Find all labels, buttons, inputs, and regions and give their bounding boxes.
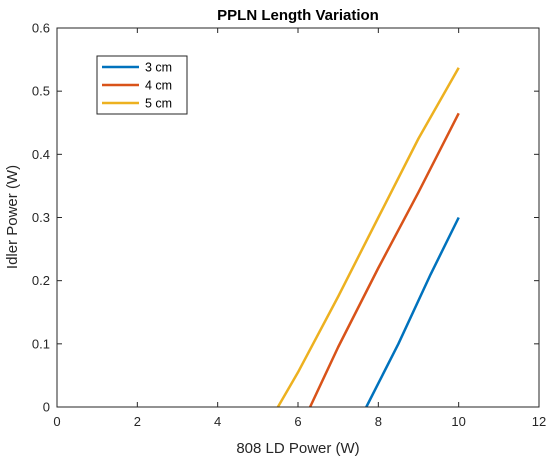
x-tick-label: 12 <box>532 414 546 429</box>
x-tick-label: 4 <box>214 414 221 429</box>
series-line-1 <box>365 216 460 408</box>
legend-label: 5 cm <box>145 97 172 111</box>
ticks-layer: 0 2 4 6 8 10 12 0 0.1 0.2 0.3 0.4 0.5 0.6 <box>32 21 546 430</box>
y-tick-label: 0.1 <box>32 336 50 351</box>
y-tick-label: 0.6 <box>32 21 50 36</box>
x-tick-label: 10 <box>451 414 465 429</box>
series-line-2 <box>308 112 460 408</box>
x-tick-label: 8 <box>375 414 382 429</box>
y-tick-label: 0.3 <box>32 210 50 225</box>
y-tick-label: 0 <box>43 400 50 415</box>
x-tick-label: 2 <box>134 414 141 429</box>
series-line-3 <box>276 67 460 408</box>
legend-label: 3 cm <box>145 61 172 75</box>
y-axis-label: Idler Power (W) <box>4 165 21 269</box>
y-tick-label: 0.2 <box>32 273 50 288</box>
legend: 3 cm 4 cm 5 cm <box>96 55 188 115</box>
y-tick-label: 0.4 <box>32 147 50 162</box>
legend-label: 4 cm <box>145 79 172 93</box>
x-tick-label: 0 <box>53 414 60 429</box>
x-axis-label: 808 LD Power (W) <box>236 440 359 457</box>
chart-title: PPLN Length Variation <box>217 7 379 24</box>
x-tick-label: 6 <box>294 414 301 429</box>
y-tick-label: 0.5 <box>32 84 50 99</box>
series-layer <box>276 67 460 408</box>
